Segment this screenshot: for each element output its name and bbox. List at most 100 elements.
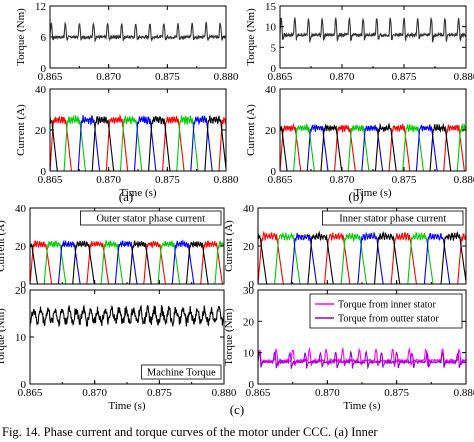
y-axis-label: Current (A) <box>223 220 235 272</box>
x-tick-label: 0.880 <box>212 387 237 399</box>
y-tick-label: 0 <box>21 279 27 291</box>
x-tick-label: 0.880 <box>454 71 474 83</box>
y-tick-label: 0 <box>249 379 255 391</box>
y-tick-label: 20 <box>265 125 277 137</box>
annotation-text: Outer stator phase current <box>96 214 205 225</box>
y-tick-label: 6 <box>41 32 47 44</box>
chart-b-current: 0.865 0.870 0.875 0.880 0 20 40 Current (A) Time… <box>245 84 474 199</box>
chart-c-inner-outer-torque: 0.865 0.870 0.875 0.880 0 10 20 30 Torque (Nm) Ti… <box>223 285 474 412</box>
x-tick-label: 0.865 <box>18 387 43 399</box>
x-tick-label: 0.870 <box>96 71 121 83</box>
x-axis-label: Time (s) <box>343 400 381 412</box>
x-tick-label: 0.865 <box>268 174 293 186</box>
x-tick-label: 0.875 <box>155 71 180 83</box>
y-tick-label: 5 <box>271 42 277 54</box>
annotation-text: Machine Torque <box>147 368 216 379</box>
x-axis-label: Time (s) <box>119 187 157 199</box>
plot-frame <box>279 5 467 69</box>
figure-caption: Fig. 14. Phase current and torque curves… <box>2 425 378 439</box>
y-tick-label: 10 <box>15 332 27 344</box>
series-line-2 <box>280 123 466 171</box>
x-tick-label: 0.880 <box>214 174 239 186</box>
y-tick-label: 20 <box>15 241 27 253</box>
y-axis-label: Current (A) <box>0 220 7 272</box>
annotation-box <box>80 210 222 226</box>
series-line-0 <box>280 16 466 43</box>
series-line-1 <box>30 239 224 284</box>
x-tick-label: 0.870 <box>330 174 355 186</box>
y-tick-label: 20 <box>243 316 255 328</box>
subfigure-label-a: (a) <box>119 189 133 204</box>
series-line-1 <box>280 122 466 171</box>
chart-c-torque: 0.865 0.870 0.875 0.880 0 10 20 Torque (Nm) Time… <box>0 285 237 412</box>
y-tick-label: 0 <box>271 63 277 75</box>
x-tick-label: 0.875 <box>155 174 180 186</box>
x-tick-label: 0.865 <box>38 174 63 186</box>
legend-box <box>309 293 463 329</box>
x-tick-label: 0.865 <box>268 71 293 83</box>
x-tick-label: 0.875 <box>392 174 417 186</box>
y-axis-label: Current (A) <box>245 104 257 156</box>
y-axis-label: Torque (Nm) <box>245 8 257 66</box>
y-tick-label: 15 <box>265 1 277 13</box>
y-tick-label: 10 <box>265 22 277 34</box>
annotation-box <box>141 364 222 380</box>
y-tick-label: 20 <box>243 241 255 253</box>
x-tick-label: 0.875 <box>384 387 409 399</box>
y-axis-label: Torque (Nm) <box>223 308 235 366</box>
y-tick-label: 20 <box>15 285 27 297</box>
x-tick-label: 0.870 <box>330 71 355 83</box>
series-line-1 <box>258 349 466 370</box>
series-line-2 <box>258 231 466 284</box>
chart-a-current: 0.865 0.870 0.875 0.880 0 20 40 Current (A) Time… <box>15 84 239 199</box>
y-tick-label: 40 <box>15 203 27 215</box>
y-tick-label: 12 <box>35 1 46 13</box>
y-tick-label: 40 <box>243 203 255 215</box>
x-tick-label: 0.880 <box>454 174 474 186</box>
x-tick-label: 0.870 <box>96 174 121 186</box>
y-tick-label: 20 <box>35 125 47 137</box>
plot-frame <box>49 88 227 172</box>
x-tick-label: 0.880 <box>454 387 474 399</box>
y-tick-label: 30 <box>243 285 255 297</box>
y-tick-label: 40 <box>265 84 277 96</box>
y-axis-label: Torque (Nm) <box>0 308 7 366</box>
x-tick-label: 0.865 <box>246 387 271 399</box>
x-tick-label: 0.875 <box>147 387 172 399</box>
x-tick-label: 0.865 <box>38 71 63 83</box>
series-line-1 <box>258 231 466 284</box>
y-tick-label: 0 <box>249 279 255 291</box>
legend-label: Torque from inner stator <box>338 300 437 311</box>
x-tick-label: 0.875 <box>392 71 417 83</box>
x-tick-label: 0.880 <box>214 71 239 83</box>
y-tick-label: 40 <box>35 84 47 96</box>
series-line-0 <box>50 21 226 43</box>
subfigure-label-b: (b) <box>348 189 363 204</box>
y-tick-label: 0 <box>41 63 47 75</box>
y-tick-label: 0 <box>21 379 27 391</box>
x-axis-label: Time (s) <box>354 187 392 199</box>
chart-c-outer-current: 0 20 40 Current (A) Outer stator phase curre… <box>0 203 225 291</box>
chart-a-torque: 0.865 0.870 0.875 0.880 0 6 12 Torque (Nm) <box>15 1 239 83</box>
series-line-3 <box>30 240 224 284</box>
series-line-2 <box>30 239 224 284</box>
series-line-3 <box>280 122 466 171</box>
y-tick-label: 10 <box>243 348 255 360</box>
y-tick-label: 0 <box>41 166 47 178</box>
x-tick-label: 0.870 <box>315 387 340 399</box>
y-axis-label: Current (A) <box>15 104 27 156</box>
x-tick-label: 0.870 <box>82 387 107 399</box>
x-axis-label: Time (s) <box>108 400 146 412</box>
y-axis-label: Torque (Nm) <box>15 8 27 66</box>
series-line-0 <box>30 304 224 328</box>
series-line-0 <box>258 347 466 367</box>
subfigure-label-c: (c) <box>230 402 244 417</box>
annotation-box <box>321 210 464 226</box>
chart-b-torque: 0.865 0.870 0.875 0.880 0 5 10 15 Torque (Nm) <box>245 1 474 83</box>
chart-c-inner-current: 0 20 40 Current (A) Inner stator phase curre… <box>223 203 467 291</box>
y-tick-label: 0 <box>271 166 277 178</box>
annotation-text: Inner stator phase current <box>339 214 446 225</box>
legend-label: Torque from outter stator <box>338 314 439 325</box>
